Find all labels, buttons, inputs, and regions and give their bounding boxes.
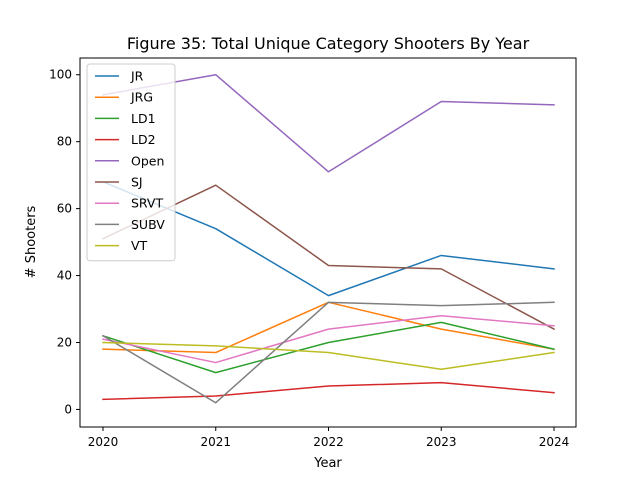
y-tick-label: 20 [57, 335, 72, 349]
x-tick-label: 2023 [426, 435, 457, 449]
y-tick-label: 40 [57, 269, 72, 283]
y-tick-label: 100 [49, 68, 72, 82]
x-tick-label: 2021 [200, 435, 231, 449]
legend-label-jrg: JRG [130, 90, 153, 105]
legend-label-vt: VT [131, 238, 148, 253]
series-line-open [102, 73, 555, 173]
y-axis-ticks: 0 20 40 60 80 100 [49, 68, 80, 416]
series-line-ld2 [102, 381, 555, 401]
legend: JR JRG LD1 LD2 Open SJ SRVT SUBV VT [86, 63, 176, 262]
legend-label-open: Open [131, 153, 164, 168]
y-tick-label: 80 [57, 135, 72, 149]
series-line-srvt [102, 314, 555, 364]
x-tick-label: 2024 [539, 435, 570, 449]
legend-label-srvt: SRVT [131, 196, 163, 211]
x-axis-ticks: 2020 2021 2022 2023 2024 [88, 427, 570, 449]
chart-title: Figure 35: Total Unique Category Shooter… [127, 34, 530, 53]
legend-box [86, 63, 176, 262]
series-line-jr [102, 180, 555, 297]
x-tick-label: 2020 [88, 435, 119, 449]
x-tick-label: 2022 [313, 435, 344, 449]
legend-label-sj: SJ [131, 175, 143, 190]
y-axis-label: # Shooters [24, 205, 39, 278]
legend-label-ld2: LD2 [131, 132, 156, 147]
y-tick-label: 0 [64, 402, 72, 416]
legend-label-jr: JR [130, 69, 144, 84]
series-line-subv [101, 301, 555, 404]
series-line-sj [102, 184, 556, 331]
series-line-vt [102, 341, 555, 371]
legend-label-subv: SUBV [131, 217, 165, 232]
series-line-ld1 [102, 321, 555, 374]
y-tick-label: 60 [57, 202, 72, 216]
series-lines [101, 73, 556, 404]
x-axis-label: Year [313, 456, 342, 471]
legend-label-ld1: LD1 [131, 111, 156, 126]
